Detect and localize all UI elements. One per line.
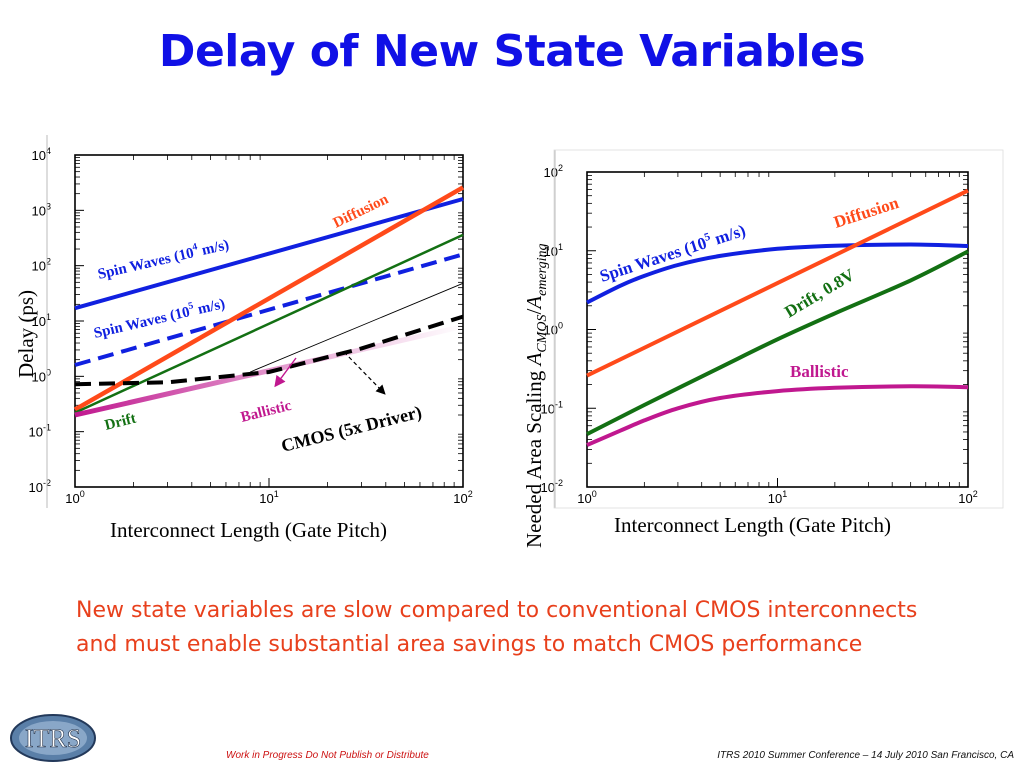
- delay-label-spin-1e5-tail: m/s): [193, 296, 227, 319]
- area-ballistic-line: [586, 384, 969, 447]
- delay-y-tick-exp: 3: [46, 201, 51, 211]
- area-y-tick-exp: 1: [558, 242, 563, 252]
- delay-y-axis-label: Delay (ps): [14, 289, 38, 378]
- area-x-tick-exp: 0: [592, 489, 597, 499]
- spin-waves-1e5-line: [74, 252, 464, 367]
- area-y-axis-label: Needed Area Scaling ACMOS/Aemerging: [522, 244, 551, 549]
- area-y-label-sub2: emerging: [535, 243, 551, 296]
- delay-y-tick-exp: 0: [46, 367, 51, 377]
- diffusion-line: [73, 185, 465, 412]
- delay-y-tick-exp: 4: [46, 146, 51, 156]
- area-y-tick-label: 102: [544, 163, 563, 180]
- area-x-tick-label: 100: [577, 489, 596, 506]
- delay-y-tick-exp: 2: [46, 257, 51, 267]
- area-label-ballistic: Ballistic: [790, 362, 849, 381]
- area-label-spin-sup: 5: [703, 231, 712, 244]
- area-y-label-a2: A: [522, 295, 546, 309]
- delay-label-spin-1e4-tail: m/s): [197, 237, 231, 260]
- area-y-tick-exp: 0: [558, 321, 563, 331]
- area-x-tick-label: 102: [958, 489, 977, 506]
- delay-label-spin-1e5-sup: 5: [187, 300, 194, 312]
- spin-waves-1e4-line: [74, 197, 464, 311]
- delay-label-spin-1e4-sup: 4: [191, 241, 198, 253]
- delay-label-drift: Drift: [103, 411, 138, 434]
- area-drift-line: [586, 249, 969, 436]
- slide-title: Delay of New State Variables: [158, 26, 866, 77]
- area-y-tick-exp: 2: [558, 163, 563, 173]
- itrs-logo: ITRS: [10, 714, 96, 762]
- cmos-arrow: [343, 351, 386, 395]
- area-x-tick-exp: 1: [782, 489, 787, 499]
- area-label-drift: Drift, 0.8V: [781, 265, 858, 322]
- cmos-line: [74, 314, 464, 387]
- area-diffusion-line: [586, 188, 969, 378]
- area-label-drift-text: Drift, 0.8V: [781, 265, 858, 322]
- area-x-tick-exp: 2: [973, 489, 978, 499]
- logo-text: ITRS: [25, 724, 81, 753]
- area-spin-waves-line: [586, 242, 969, 305]
- area-y-label-sep: /: [522, 308, 546, 315]
- footer-notice: Work in Progress Do Not Publish or Distr…: [226, 750, 429, 761]
- delay-x-axis-label: Interconnect Length (Gate Pitch): [110, 518, 387, 542]
- area-y-tick-exp: -2: [555, 478, 563, 488]
- footer-conference: ITRS 2010 Summer Conference – 14 July 20…: [717, 750, 1014, 761]
- delay-x-tick-exp: 1: [274, 489, 279, 499]
- area-y-label-text: Needed Area Scaling: [522, 365, 546, 548]
- delay-x-tick-exp: 0: [80, 489, 85, 499]
- reference-thin-line: [250, 282, 464, 373]
- area-label-spin: Spin Waves (105 m/s): [597, 220, 748, 286]
- area-y-label-sub1: CMOS: [535, 314, 551, 353]
- ballistic-arrow: [274, 357, 297, 388]
- delay-x-tick-exp: 2: [468, 489, 473, 499]
- delay-label-drift-text: Drift: [103, 411, 138, 434]
- delay-y-tick-exp: 1: [46, 312, 51, 322]
- drift-line: [74, 233, 464, 414]
- caption-text: New state variables are slow compared to…: [76, 598, 918, 657]
- area-label-ballistic-text: Ballistic: [790, 362, 849, 381]
- area-y-label-a1: A: [522, 352, 546, 366]
- area-y-tick-exp: -1: [555, 399, 563, 409]
- area-x-tick-label: 101: [768, 489, 787, 506]
- area-outer-frame: [553, 149, 1004, 509]
- area-x-axis-label: Interconnect Length (Gate Pitch): [614, 513, 891, 537]
- area-label-spin-tail: m/s): [708, 221, 748, 250]
